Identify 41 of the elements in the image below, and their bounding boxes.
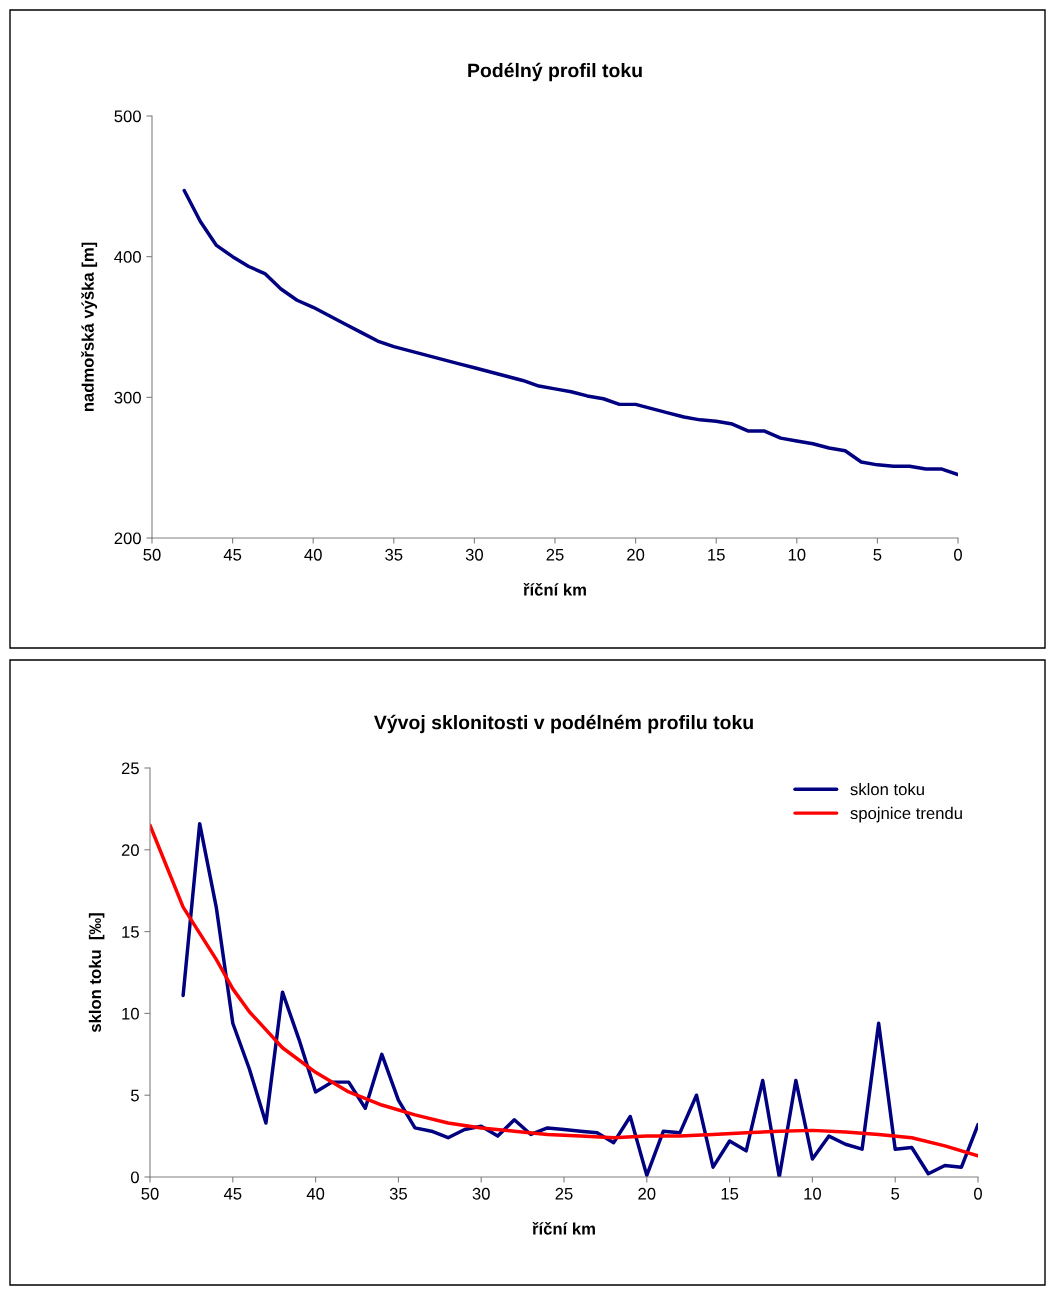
x-tick-label: 20: [627, 548, 645, 561]
x-tick-label: 25: [546, 548, 564, 561]
chart-title: Podélný profil toku: [468, 62, 642, 82]
x-tick-label: 0: [954, 548, 962, 561]
x-axis-title: říční km: [523, 583, 586, 596]
y-tick-label: 300: [114, 391, 141, 404]
x-tick-label: 5: [873, 549, 882, 561]
x-tick-label: 20: [638, 1187, 656, 1200]
x-tick-label: 15: [721, 1188, 739, 1200]
x-tick-label: 15: [708, 549, 725, 561]
x-tick-label: 10: [804, 1187, 822, 1200]
x-tick-label: 25: [555, 1187, 573, 1200]
x-tick-label: 45: [223, 1188, 242, 1200]
x-tick-label: 10: [788, 548, 806, 561]
x-tick-label: 35: [389, 1187, 407, 1200]
x-tick-label: 40: [306, 1187, 325, 1200]
x-tick-label: 0: [974, 1187, 982, 1200]
y-tick-label: 5: [130, 1089, 139, 1102]
y-axis-title: nadmořská výška [m]: [81, 242, 98, 412]
legend-label: spojnice trendu: [850, 806, 962, 823]
x-tick-label: 45: [223, 549, 242, 561]
y-tick-label: 500: [114, 110, 141, 123]
y-tick-label: 25: [121, 762, 139, 775]
y-tick-label: 200: [114, 532, 141, 545]
x-tick-label: 30: [465, 548, 484, 561]
legend-label: sklon toku: [850, 783, 924, 796]
line-series: [182, 188, 958, 477]
x-tick-label: 30: [472, 1187, 490, 1200]
x-axis-title: říční km: [532, 1222, 595, 1235]
x-tick-label: 35: [385, 548, 403, 561]
x-tick-label: 40: [304, 548, 322, 561]
chart-title: Vývoj sklonitosti v podélném profilu toku: [374, 714, 753, 734]
x-tick-label: 50: [143, 548, 161, 561]
y-tick-label: 15: [122, 926, 139, 938]
y-tick-label: 10: [122, 1007, 139, 1020]
x-tick-label: 50: [141, 1187, 159, 1200]
x-tick-label: 5: [891, 1188, 900, 1200]
y-tick-label: 20: [121, 844, 139, 856]
y-tick-label: 0: [130, 1171, 139, 1184]
y-axis-title: sklon toku [‰]: [88, 913, 105, 1033]
y-tick-label: 400: [114, 251, 141, 263]
